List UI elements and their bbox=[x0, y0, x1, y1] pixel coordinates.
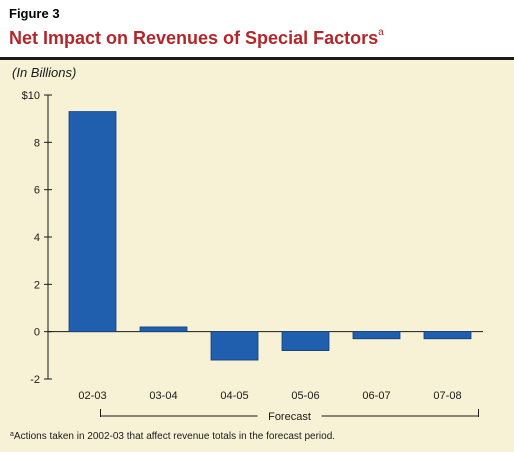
bar bbox=[68, 111, 117, 333]
title-footnote-marker: a bbox=[378, 27, 384, 38]
x-tick-label: 05-06 bbox=[291, 390, 319, 402]
y-tick-label: 8 bbox=[34, 137, 40, 149]
x-tick-label: 06-07 bbox=[362, 390, 390, 402]
y-tick-label: 4 bbox=[34, 232, 40, 244]
figure-header: Figure 3 Net Impact on Revenues of Speci… bbox=[0, 0, 514, 60]
header-rule bbox=[0, 57, 514, 60]
bar bbox=[281, 331, 330, 351]
y-tick-label: 0 bbox=[34, 327, 40, 339]
x-tick-label: 03-04 bbox=[149, 390, 177, 402]
figure-number: Figure 3 bbox=[9, 6, 60, 21]
y-tick-label: -2 bbox=[30, 374, 40, 386]
x-tick-label: 02-03 bbox=[78, 390, 106, 402]
bar bbox=[423, 331, 472, 340]
y-tick-label: 6 bbox=[34, 185, 40, 197]
x-tick-label: 07-08 bbox=[433, 390, 461, 402]
y-tick-label: 2 bbox=[34, 279, 40, 291]
footnote-text: Actions taken in 2002-03 that affect rev… bbox=[13, 431, 336, 442]
bar bbox=[139, 326, 188, 333]
footnote: aActions taken in 2002-03 that affect re… bbox=[10, 431, 335, 442]
bar bbox=[210, 331, 259, 361]
forecast-label: Forecast bbox=[268, 411, 311, 423]
x-tick-label: 04-05 bbox=[220, 390, 248, 402]
figure-title-text: Net Impact on Revenues of Special Factor… bbox=[9, 28, 379, 48]
y-tick-label: $10 bbox=[22, 90, 40, 102]
footnote-marker: a bbox=[10, 431, 14, 438]
bar bbox=[352, 331, 401, 340]
units-label: (In Billions) bbox=[12, 65, 77, 80]
figure-title: Net Impact on Revenues of Special Factor… bbox=[9, 27, 384, 49]
